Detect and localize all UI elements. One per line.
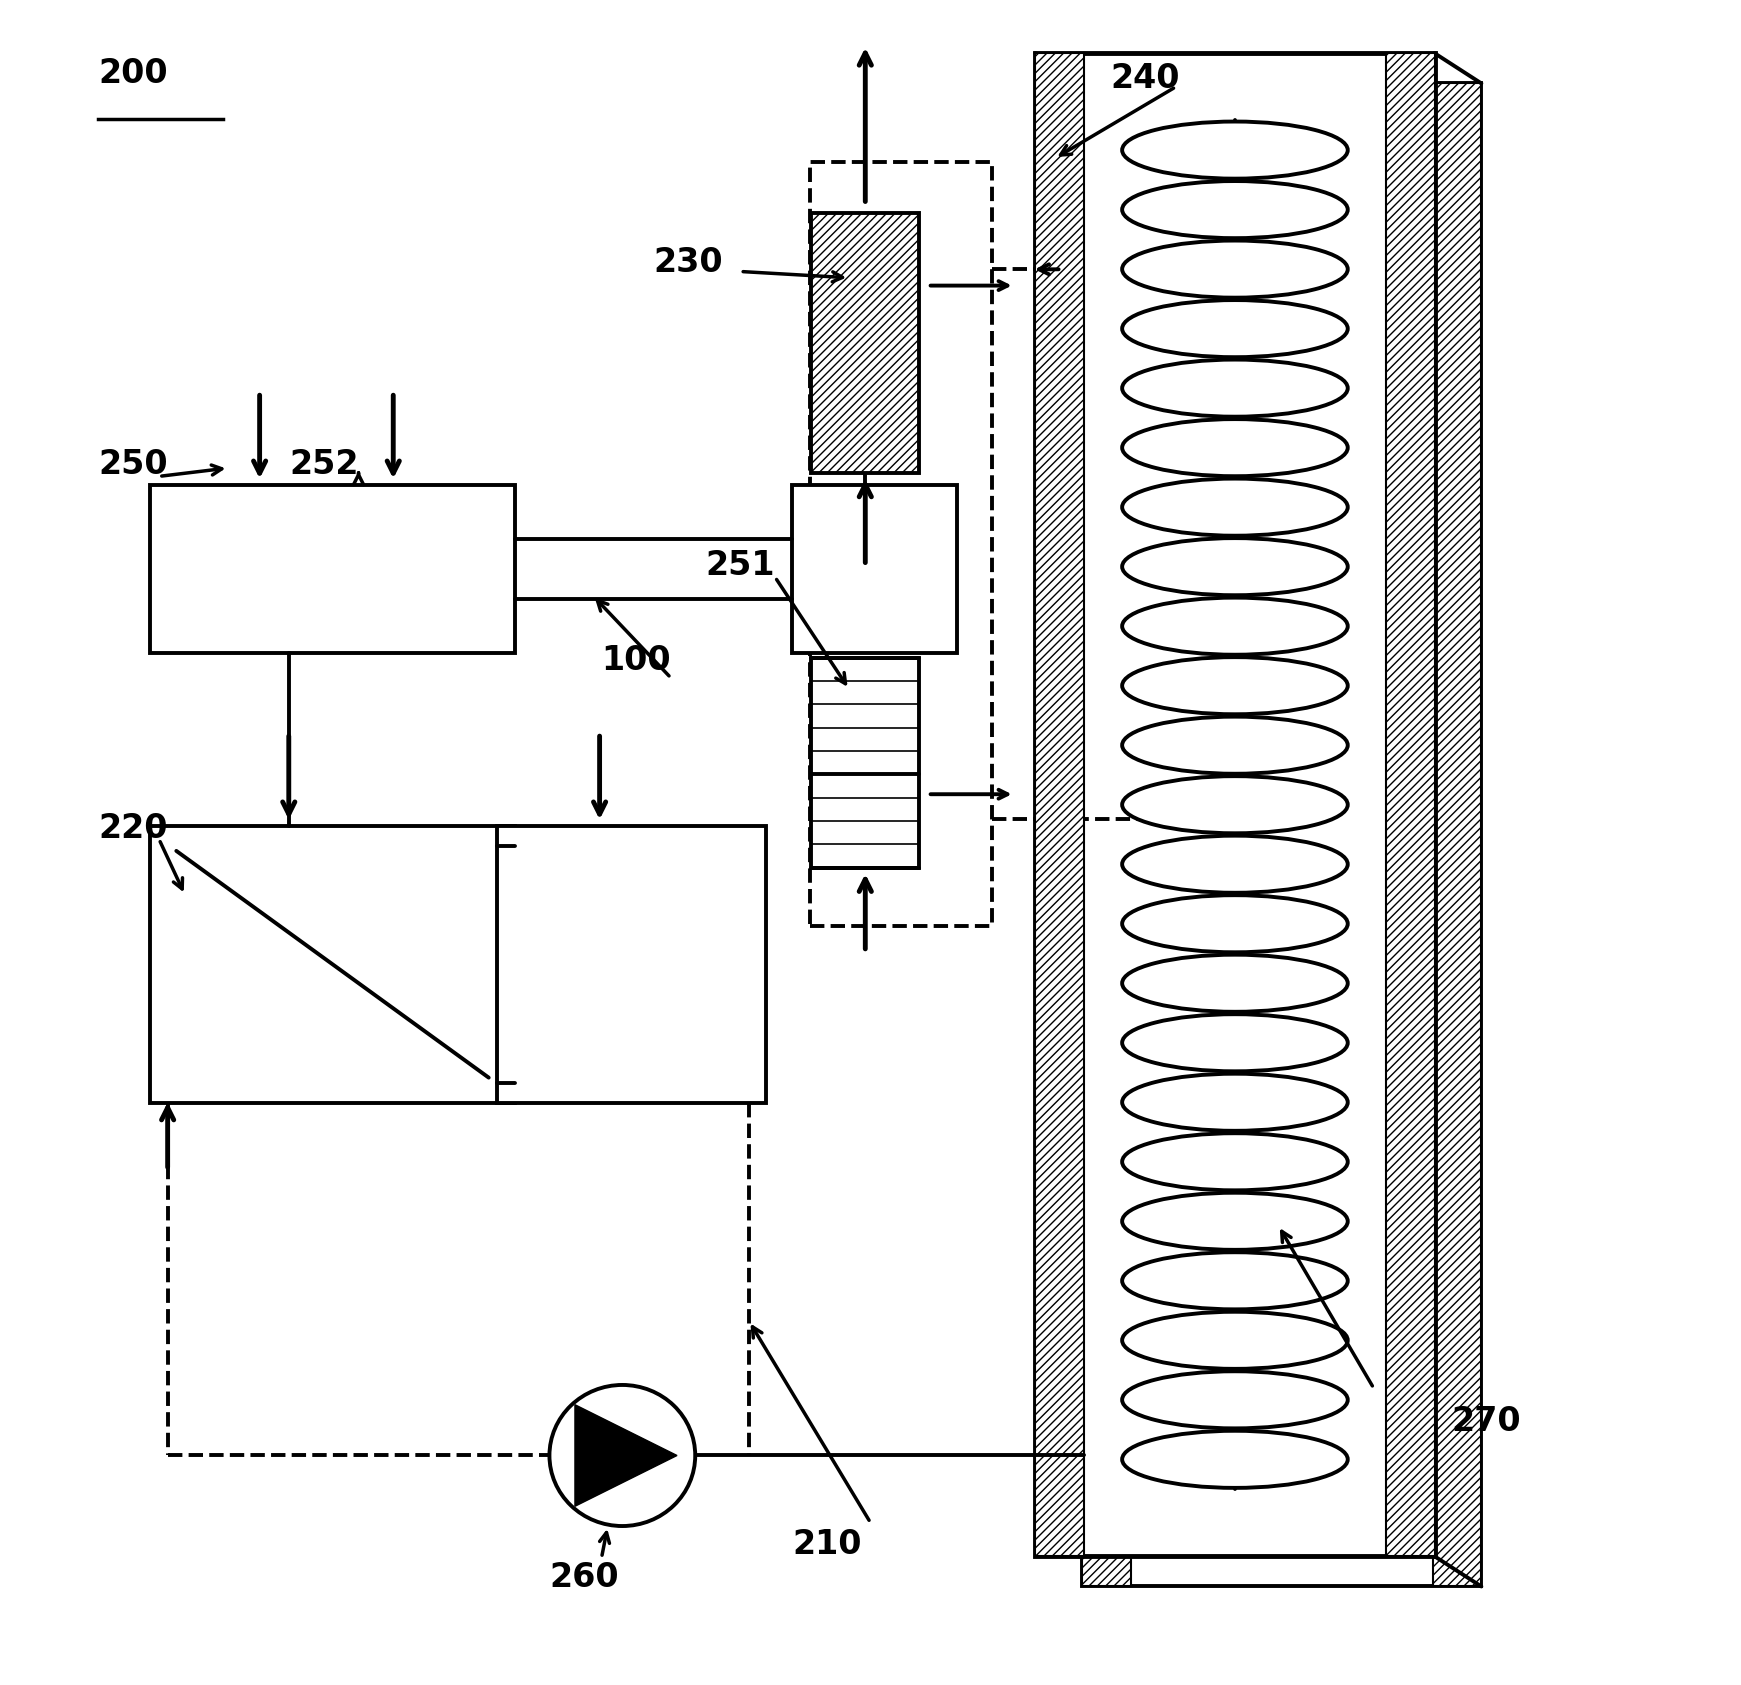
Ellipse shape <box>1123 121 1348 179</box>
Ellipse shape <box>1123 1193 1348 1250</box>
Bar <box>810 162 992 927</box>
Bar <box>811 212 919 473</box>
Text: 260: 260 <box>550 1562 620 1594</box>
Text: 200: 200 <box>97 57 167 89</box>
Bar <box>1083 83 1132 1587</box>
Ellipse shape <box>1123 1431 1348 1488</box>
Bar <box>1083 83 1482 1587</box>
Text: 251: 251 <box>705 549 775 581</box>
Text: 230: 230 <box>653 246 723 280</box>
Ellipse shape <box>1123 1311 1348 1368</box>
Text: 220: 220 <box>97 812 167 846</box>
Ellipse shape <box>1123 538 1348 595</box>
Circle shape <box>550 1385 695 1527</box>
Ellipse shape <box>1123 241 1348 298</box>
Bar <box>150 485 515 652</box>
Bar <box>1036 54 1435 1557</box>
Text: 100: 100 <box>601 644 670 677</box>
Bar <box>150 826 515 1102</box>
Ellipse shape <box>1123 1134 1348 1190</box>
Ellipse shape <box>1123 657 1348 714</box>
Ellipse shape <box>1123 479 1348 536</box>
Polygon shape <box>575 1405 677 1506</box>
Ellipse shape <box>1123 300 1348 357</box>
Bar <box>498 826 766 1102</box>
Ellipse shape <box>1123 777 1348 834</box>
Ellipse shape <box>1123 716 1348 773</box>
Ellipse shape <box>1123 598 1348 655</box>
Ellipse shape <box>1123 1073 1348 1131</box>
Bar <box>811 657 919 868</box>
Text: 240: 240 <box>1111 62 1179 94</box>
Bar <box>1386 54 1435 1557</box>
Bar <box>1433 83 1482 1587</box>
Ellipse shape <box>1123 895 1348 952</box>
Ellipse shape <box>1123 359 1348 416</box>
Ellipse shape <box>1123 180 1348 238</box>
Ellipse shape <box>1123 420 1348 477</box>
Text: 250: 250 <box>97 448 167 480</box>
Bar <box>792 485 958 652</box>
Text: 252: 252 <box>289 448 359 480</box>
Bar <box>1036 54 1085 1557</box>
Ellipse shape <box>1123 955 1348 1011</box>
Ellipse shape <box>1123 1014 1348 1072</box>
Ellipse shape <box>1123 1372 1348 1429</box>
Ellipse shape <box>1123 836 1348 893</box>
Ellipse shape <box>1123 1252 1348 1309</box>
Text: 270: 270 <box>1452 1405 1522 1437</box>
Text: 210: 210 <box>792 1528 862 1560</box>
